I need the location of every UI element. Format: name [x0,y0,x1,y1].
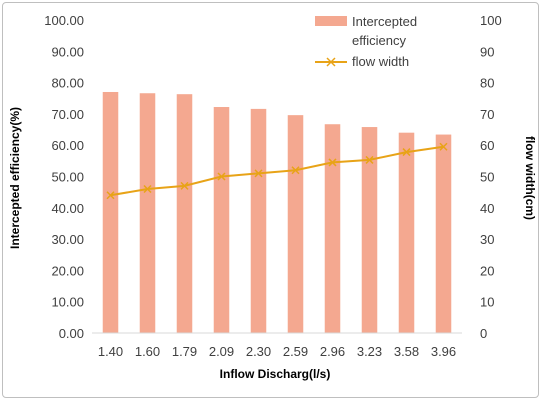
y2-tick-label: 80 [480,76,494,91]
y2-tick-label: 30 [480,232,494,247]
y-tick-label: 80.00 [51,76,84,91]
y2-tick-label: 90 [480,44,494,59]
x-tick-label: 3.58 [394,344,419,359]
line-point [106,191,115,200]
legend: Intercepted efficiency flow width [315,14,417,69]
x-axis-title: Inflow Discharg(l/s) [220,367,331,381]
y2-tick-label: 50 [480,170,494,185]
y-tick-label: 40.00 [51,201,84,216]
x-tick-label: 3.96 [431,344,456,359]
line-point [365,155,374,164]
legend-line-label: flow width [352,54,409,69]
line-point [143,184,152,194]
y2-axis-title: flow width(cm) [523,136,537,220]
y-tick-label: 60.00 [51,138,84,153]
bar [213,107,230,333]
bar [324,124,341,333]
y-tick-label: 10.00 [51,295,84,310]
y2-tick-label: 20 [480,263,494,278]
y-tick-label: 30.00 [51,232,84,247]
x-tick-label: 2.96 [320,344,345,359]
bar [250,108,267,333]
y2-tick-label: 10 [480,295,494,310]
bar [435,134,452,333]
x-tick-label: 1.60 [135,344,160,359]
line-point [291,166,300,175]
y-tick-label: 100.00 [44,13,84,28]
y2-tick-label: 0 [480,326,487,341]
series-line [110,145,444,197]
x-tick-label: 1.40 [98,344,123,359]
x-tick-label: 3.23 [357,344,382,359]
line-point [217,172,226,181]
y-tick-label: 70.00 [51,107,84,122]
bar [102,91,119,334]
bar [176,94,193,333]
bar [287,115,304,333]
bar [139,93,156,333]
legend-bar-label-line1: Intercepted [352,14,417,29]
line-point [402,148,411,157]
line-point [328,158,337,167]
x-tick-label: 2.30 [246,344,271,359]
y-tick-label: 0.00 [59,326,84,341]
legend-line-marker [326,57,336,67]
y2-tick-label: 60 [480,138,494,153]
x-tick-label: 2.09 [209,344,234,359]
x-axis-ticks: 1.40 1.60 1.79 2.09 2.30 2.59 2.96 3.23 3.58 3.96 [98,344,456,359]
y-tick-label: 90.00 [51,44,84,59]
y-tick-label: 50.00 [51,170,84,185]
x-tick-label: 2.59 [283,344,308,359]
line-point [254,169,263,178]
bar [361,127,378,334]
right-axis-ticks: 0 10 20 30 40 50 60 70 80 90 100 [480,13,502,341]
line-point [439,142,448,151]
legend-bar-swatch [315,16,347,26]
x-tick-label: 1.79 [172,344,197,359]
bar [398,132,415,333]
y-tick-label: 20.00 [51,263,84,278]
left-axis-ticks: 0.00 10.00 20.00 30.00 40.00 50.00 60.00 70.00 8… [44,13,84,341]
y2-tick-label: 40 [480,201,494,216]
y-axis-title: Intercepted efficiency(%) [8,107,22,249]
y2-tick-label: 70 [480,107,494,122]
legend-bar-label-line2: efficiency [352,33,406,48]
line-series [106,142,448,200]
bar-series [102,91,452,334]
line-point [180,181,189,190]
y2-tick-label: 100 [480,13,502,28]
